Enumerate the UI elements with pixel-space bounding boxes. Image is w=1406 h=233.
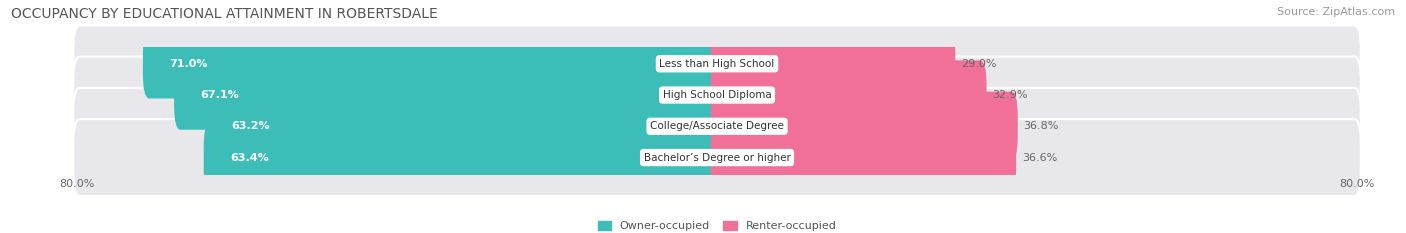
Text: Source: ZipAtlas.com: Source: ZipAtlas.com [1277,7,1395,17]
FancyBboxPatch shape [73,25,1361,102]
Text: OCCUPANCY BY EDUCATIONAL ATTAINMENT IN ROBERTSDALE: OCCUPANCY BY EDUCATIONAL ATTAINMENT IN R… [11,7,439,21]
Text: 36.8%: 36.8% [1024,121,1059,131]
Text: Bachelor’s Degree or higher: Bachelor’s Degree or higher [644,153,790,163]
Text: College/Associate Degree: College/Associate Degree [650,121,785,131]
FancyBboxPatch shape [710,123,1017,192]
FancyBboxPatch shape [710,60,987,130]
FancyBboxPatch shape [710,29,955,99]
Text: 32.9%: 32.9% [993,90,1028,100]
Text: 36.6%: 36.6% [1022,153,1057,163]
FancyBboxPatch shape [205,92,724,161]
Text: 29.0%: 29.0% [960,59,997,69]
Text: High School Diploma: High School Diploma [662,90,772,100]
FancyBboxPatch shape [143,29,724,99]
FancyBboxPatch shape [73,57,1361,134]
FancyBboxPatch shape [73,88,1361,165]
FancyBboxPatch shape [174,60,724,130]
Text: 63.4%: 63.4% [231,153,269,163]
Text: 67.1%: 67.1% [201,90,239,100]
Text: Less than High School: Less than High School [659,59,775,69]
FancyBboxPatch shape [710,92,1018,161]
Legend: Owner-occupied, Renter-occupied: Owner-occupied, Renter-occupied [593,216,841,233]
Text: 71.0%: 71.0% [169,59,208,69]
FancyBboxPatch shape [204,123,724,192]
FancyBboxPatch shape [73,119,1361,196]
Text: 63.2%: 63.2% [232,121,270,131]
